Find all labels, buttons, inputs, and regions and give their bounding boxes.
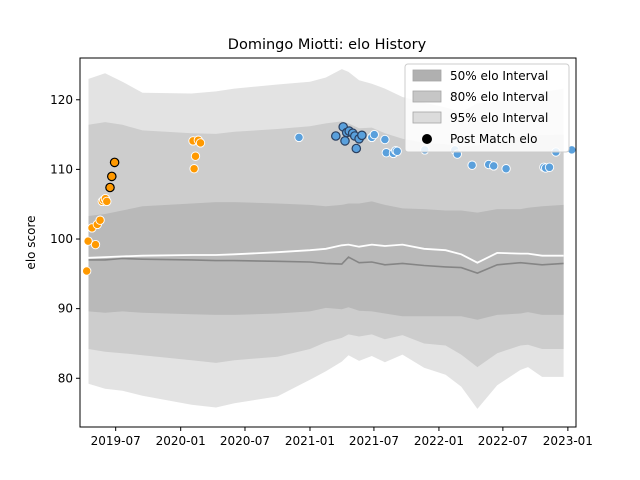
mean-line <box>88 256 564 274</box>
data-point <box>340 136 350 146</box>
data-point <box>105 182 115 193</box>
legend-swatch <box>412 90 442 103</box>
legend-marker <box>422 134 432 144</box>
data-point <box>351 143 362 154</box>
data-point <box>190 151 201 161</box>
data-point <box>195 138 206 148</box>
legend-swatch <box>412 111 442 124</box>
data-point <box>95 215 105 225</box>
data-point <box>107 171 117 182</box>
data-point <box>357 130 367 141</box>
x-tick-label: 2022-01 <box>414 434 464 448</box>
data-point <box>467 160 477 170</box>
median-line <box>88 243 564 264</box>
y-tick-label: 80 <box>58 371 73 385</box>
data-point <box>330 131 341 141</box>
data-point <box>501 164 511 174</box>
x-tick-label: 2020-01 <box>156 434 206 448</box>
data-point <box>489 161 499 171</box>
data-point <box>83 236 93 246</box>
legend: 50% elo Interval 80% elo Interval 95% elo … <box>404 63 570 153</box>
data-point <box>102 196 112 207</box>
data-point <box>189 164 199 174</box>
legend-swatch <box>412 69 442 82</box>
legend-label: 50% elo Interval <box>450 69 548 83</box>
axes-frame <box>79 57 577 428</box>
x-tick-label: 2021-01 <box>285 434 335 448</box>
interval-bands <box>88 69 564 409</box>
data-point <box>90 239 101 250</box>
y-tick-label: 120 <box>50 93 73 107</box>
data-point <box>392 146 402 156</box>
chart-title: Domingo Miotti: elo History <box>228 37 427 53</box>
x-axis: 2019-07 2020-01 2020-07 2021-01 2021-07 2022-… <box>91 427 593 448</box>
legend-label: Post Match elo <box>450 132 537 146</box>
data-point <box>109 157 120 168</box>
x-tick-label: 2021-07 <box>349 434 399 448</box>
legend-label: 95% elo Interval <box>450 111 548 125</box>
band-50 <box>88 201 564 320</box>
y-tick-label: 110 <box>50 162 73 176</box>
y-tick-label: 90 <box>58 302 73 316</box>
data-point <box>369 129 379 140</box>
data-point <box>380 134 390 145</box>
data-point <box>294 132 304 143</box>
data-point <box>544 162 555 172</box>
x-tick-label: 2023-01 <box>543 434 593 448</box>
x-tick-label: 2022-07 <box>478 434 528 448</box>
y-axis: 80 90 100 110 120 <box>50 93 80 385</box>
legend-box <box>404 63 570 153</box>
y-axis-label: elo score <box>24 215 38 269</box>
x-tick-label: 2020-07 <box>220 434 270 448</box>
x-tick-label: 2019-07 <box>91 434 141 448</box>
legend-label: 80% elo Interval <box>450 90 548 104</box>
data-point <box>82 266 92 276</box>
plot-area: 2019-07 2020-01 2020-07 2021-01 2021-07 2022-… <box>50 57 593 448</box>
y-tick-label: 100 <box>50 232 73 246</box>
trend-lines <box>88 243 564 274</box>
